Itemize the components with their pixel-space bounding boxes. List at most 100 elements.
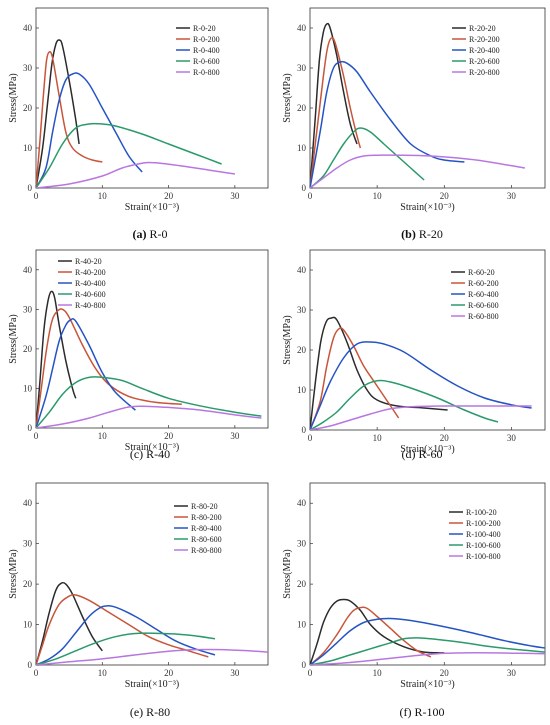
y-tick-label: 20 [297,579,307,589]
legend: R-20-20 R-20-200 R-20-400 R-20-600 R-20-800 [452,24,500,77]
plot-frame [309,482,546,666]
y-tick-label: 40 [297,498,307,508]
y-tick-label: 10 [23,143,33,153]
y-tick-label: 20 [297,345,307,355]
chart-panel: 0 10 20 30 40 0 10 20 30 Strain(×10⁻³) Stress(MPa)… [282,249,546,461]
panel-caption: (b) R-20 [401,227,443,241]
legend-label: R-0-200 [193,35,220,44]
series-line [36,39,80,188]
legend: R-40-20 R-40-200 R-40-400 R-40-600 R-40-800 [58,257,106,310]
legend-label: R-100-20 [466,508,497,517]
chart-panel: 0 10 20 30 40 0 10 20 30 Strain(×10⁻³) Stress(MPa)… [282,7,546,241]
series-line [36,405,262,428]
x-tick-label: 10 [373,668,383,678]
x-tick-label: 30 [230,431,240,441]
legend-label: R-40-600 [75,290,106,299]
x-tick-label: 20 [440,668,450,678]
plot-frame [309,7,546,189]
y-tick-label: 20 [23,344,33,354]
legend-label: R-60-600 [468,301,499,310]
x-axis-label: Strain(×10⁻³) [400,679,454,690]
y-tick-label: 30 [23,304,33,314]
series-line [310,127,425,188]
legend-label: R-100-800 [466,552,501,561]
series-line [36,648,268,665]
y-tick-label: 30 [23,63,33,73]
caption-text: R-0 [147,227,168,241]
x-tick-label: 30 [230,668,240,678]
caption-letter: (c) [130,447,143,461]
series-line [36,51,103,188]
x-tick-label: 20 [440,433,450,443]
series-line [310,598,445,665]
plot-frame [35,482,269,666]
y-tick-label: 0 [302,425,307,435]
caption-letter: (d) [402,447,416,461]
y-tick-label: 30 [23,539,33,549]
legend-label: R-100-600 [466,541,501,550]
y-tick-label: 0 [28,423,33,433]
x-tick-label: 0 [308,668,313,678]
x-tick-label: 20 [164,191,174,201]
legend-label: R-0-400 [193,46,220,55]
panel-caption: (a) R-0 [133,227,168,241]
x-tick-label: 0 [308,433,313,443]
legend-label: R-100-400 [466,530,501,539]
y-tick-label: 10 [297,143,307,153]
legend-label: R-80-400 [191,524,222,533]
x-axis-label: Strain(×10⁻³) [400,202,454,213]
series-line [310,617,545,665]
legend-label: R-40-400 [75,279,106,288]
y-tick-label: 0 [302,183,307,193]
series-line [36,632,216,665]
plot-frame [35,249,269,429]
y-tick-label: 20 [297,103,307,113]
caption-letter: (b) [401,227,416,241]
panel-caption: (f) R-100 [400,705,445,719]
x-tick-label: 0 [34,191,39,201]
caption-text: R-80 [143,705,170,719]
x-tick-label: 20 [164,431,174,441]
series-line [310,379,499,430]
series-line [310,405,532,430]
chart-panel: 0 10 20 30 40 0 10 20 30 Strain(×10⁻³) Stress(MPa)… [8,482,269,719]
legend-label: R-60-400 [468,290,499,299]
y-tick-label: 0 [28,660,33,670]
x-axis-label: Strain(×10⁻³) [125,679,179,690]
y-axis-label: Stress(MPa) [8,314,19,363]
y-tick-label: 40 [297,265,307,275]
panel-caption: (c) R-40 [130,447,170,461]
chart-panel: 0 10 20 30 40 0 10 20 30 Strain(×10⁻³) Stress(MPa)… [8,7,269,241]
series-line [310,22,358,188]
y-tick-label: 10 [23,620,33,630]
x-tick-label: 10 [98,431,108,441]
legend-label: R-20-20 [469,24,496,33]
series-line [36,605,216,665]
x-tick-label: 30 [507,433,517,443]
y-tick-label: 30 [297,539,307,549]
y-tick-label: 40 [23,23,33,33]
y-tick-label: 30 [297,305,307,315]
y-axis-label: Stress(MPa) [282,73,293,122]
series-line [310,652,545,665]
series-line [310,316,448,430]
legend-label: R-60-800 [468,312,499,321]
caption-text: R-100 [412,705,445,719]
legend-label: R-0-20 [193,24,216,33]
series-line [36,161,236,188]
legend: R-60-20 R-60-200 R-60-400 R-60-600 R-60-800 [451,268,499,321]
x-tick-label: 0 [308,191,313,201]
plot-frame [35,7,269,189]
caption-text: R-60 [416,447,443,461]
x-axis-label: Strain(×10⁻³) [125,202,179,213]
panel-caption: (d) R-60 [402,447,443,461]
series-line [36,290,77,428]
caption-letter: (f) [400,705,412,719]
y-axis-label: Stress(MPa) [8,549,19,598]
chart-panel: 0 10 20 30 40 0 10 20 30 Strain(×10⁻³) Stress(MPa)… [8,249,269,461]
y-axis-label: Stress(MPa) [8,73,19,122]
legend-label: R-60-200 [468,279,499,288]
series-line [310,60,465,188]
y-tick-label: 10 [297,385,307,395]
